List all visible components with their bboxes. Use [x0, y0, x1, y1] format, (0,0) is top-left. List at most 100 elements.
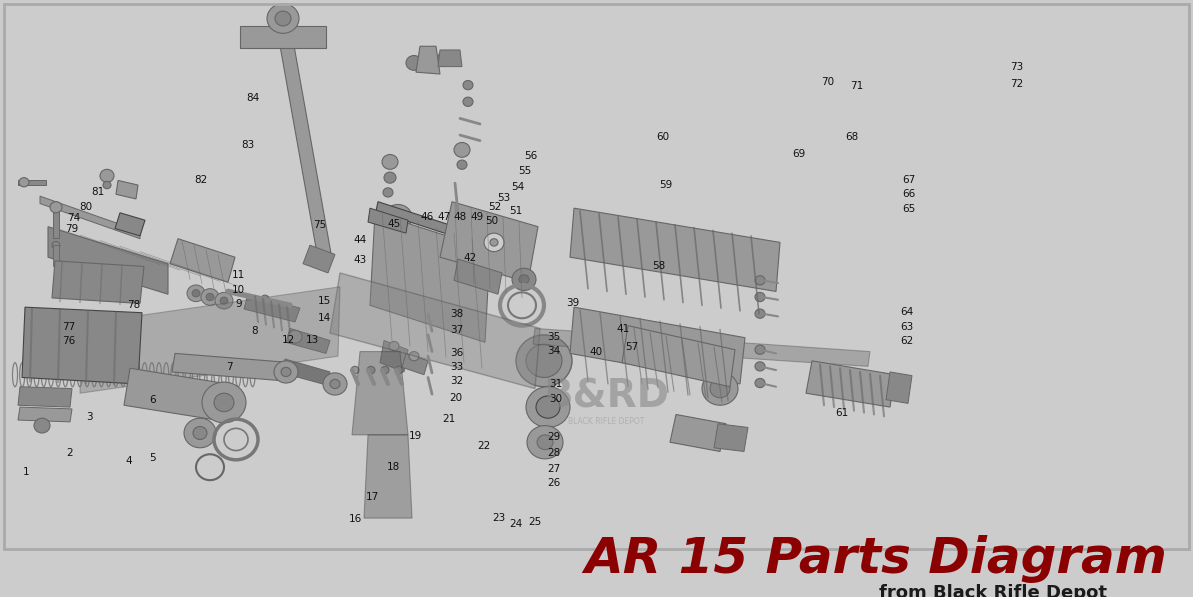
Circle shape: [200, 289, 220, 305]
Circle shape: [351, 367, 359, 374]
Text: 5: 5: [149, 454, 156, 463]
Polygon shape: [115, 213, 146, 236]
Text: 82: 82: [193, 174, 208, 184]
Circle shape: [274, 361, 298, 383]
Text: 41: 41: [616, 324, 630, 334]
Polygon shape: [886, 372, 911, 404]
Text: 36: 36: [450, 349, 464, 358]
Circle shape: [701, 372, 738, 405]
Text: 12: 12: [282, 335, 296, 344]
Text: AR 15 Parts Diagram: AR 15 Parts Diagram: [583, 535, 1167, 583]
Circle shape: [19, 178, 29, 187]
Circle shape: [490, 239, 497, 246]
Text: 50: 50: [484, 216, 499, 226]
Polygon shape: [303, 245, 335, 273]
Text: 23: 23: [492, 513, 506, 523]
Text: 71: 71: [849, 81, 864, 91]
Polygon shape: [367, 208, 408, 233]
Bar: [18, 180, 47, 185]
Circle shape: [755, 276, 765, 285]
Text: 65: 65: [902, 204, 916, 214]
Polygon shape: [21, 307, 142, 384]
Text: 46: 46: [420, 211, 434, 221]
Polygon shape: [48, 227, 168, 294]
Text: 10: 10: [231, 285, 246, 295]
Text: 57: 57: [625, 342, 639, 352]
Polygon shape: [402, 353, 428, 375]
Text: 70: 70: [821, 77, 835, 87]
Circle shape: [214, 393, 234, 412]
Text: 77: 77: [62, 322, 76, 332]
Text: 2: 2: [66, 448, 73, 458]
Text: 59: 59: [659, 180, 673, 190]
Polygon shape: [172, 353, 292, 381]
Circle shape: [453, 213, 463, 222]
Circle shape: [463, 81, 472, 90]
Circle shape: [537, 435, 554, 450]
Polygon shape: [570, 307, 744, 384]
Text: 30: 30: [549, 394, 563, 404]
Text: 79: 79: [64, 224, 79, 234]
Text: 8: 8: [251, 327, 258, 336]
Circle shape: [392, 212, 404, 223]
Circle shape: [367, 367, 375, 374]
Text: 35: 35: [546, 332, 561, 342]
Text: 55: 55: [518, 166, 532, 176]
Circle shape: [517, 335, 571, 387]
Circle shape: [323, 373, 347, 395]
Text: 60: 60: [656, 132, 670, 142]
Text: 3: 3: [86, 412, 93, 422]
Polygon shape: [169, 239, 235, 282]
Circle shape: [33, 418, 50, 433]
Text: 27: 27: [546, 464, 561, 475]
Polygon shape: [330, 273, 540, 389]
Circle shape: [536, 396, 560, 418]
Text: 44: 44: [353, 235, 367, 245]
Circle shape: [526, 344, 562, 377]
Polygon shape: [124, 368, 228, 421]
Polygon shape: [364, 435, 412, 518]
Text: 14: 14: [317, 313, 332, 322]
Text: 29: 29: [546, 432, 561, 442]
Circle shape: [384, 204, 412, 230]
Circle shape: [755, 378, 765, 387]
Circle shape: [755, 309, 765, 318]
Text: 18: 18: [387, 461, 401, 472]
Polygon shape: [370, 213, 490, 342]
Polygon shape: [18, 407, 72, 422]
Text: 61: 61: [835, 408, 849, 418]
Text: 66: 66: [902, 189, 916, 199]
Text: 58: 58: [651, 261, 666, 271]
Text: 22: 22: [477, 441, 492, 451]
Text: 52: 52: [488, 202, 502, 212]
Text: from Black Rifle Depot: from Black Rifle Depot: [879, 584, 1107, 597]
Circle shape: [288, 330, 302, 343]
Text: 48: 48: [453, 211, 468, 221]
Text: 1: 1: [23, 467, 30, 477]
Polygon shape: [438, 50, 462, 67]
Polygon shape: [276, 23, 332, 259]
Text: 81: 81: [91, 187, 105, 197]
Text: 9: 9: [235, 298, 242, 309]
Text: 38: 38: [450, 309, 464, 319]
Circle shape: [395, 367, 403, 374]
Text: 78: 78: [126, 300, 141, 310]
Polygon shape: [52, 261, 144, 303]
Circle shape: [103, 181, 111, 189]
Circle shape: [52, 241, 60, 249]
Text: 16: 16: [348, 514, 363, 524]
Text: 64: 64: [900, 307, 914, 317]
Polygon shape: [622, 326, 735, 387]
Polygon shape: [440, 202, 538, 282]
Polygon shape: [286, 328, 330, 353]
Polygon shape: [116, 180, 138, 199]
Text: 53: 53: [496, 193, 511, 203]
Circle shape: [383, 188, 392, 197]
Text: 54: 54: [511, 181, 525, 192]
Text: 45: 45: [387, 219, 401, 229]
Text: 51: 51: [508, 206, 523, 216]
Circle shape: [261, 295, 268, 303]
Polygon shape: [41, 196, 140, 239]
Text: 47: 47: [437, 211, 451, 221]
Circle shape: [187, 285, 205, 301]
